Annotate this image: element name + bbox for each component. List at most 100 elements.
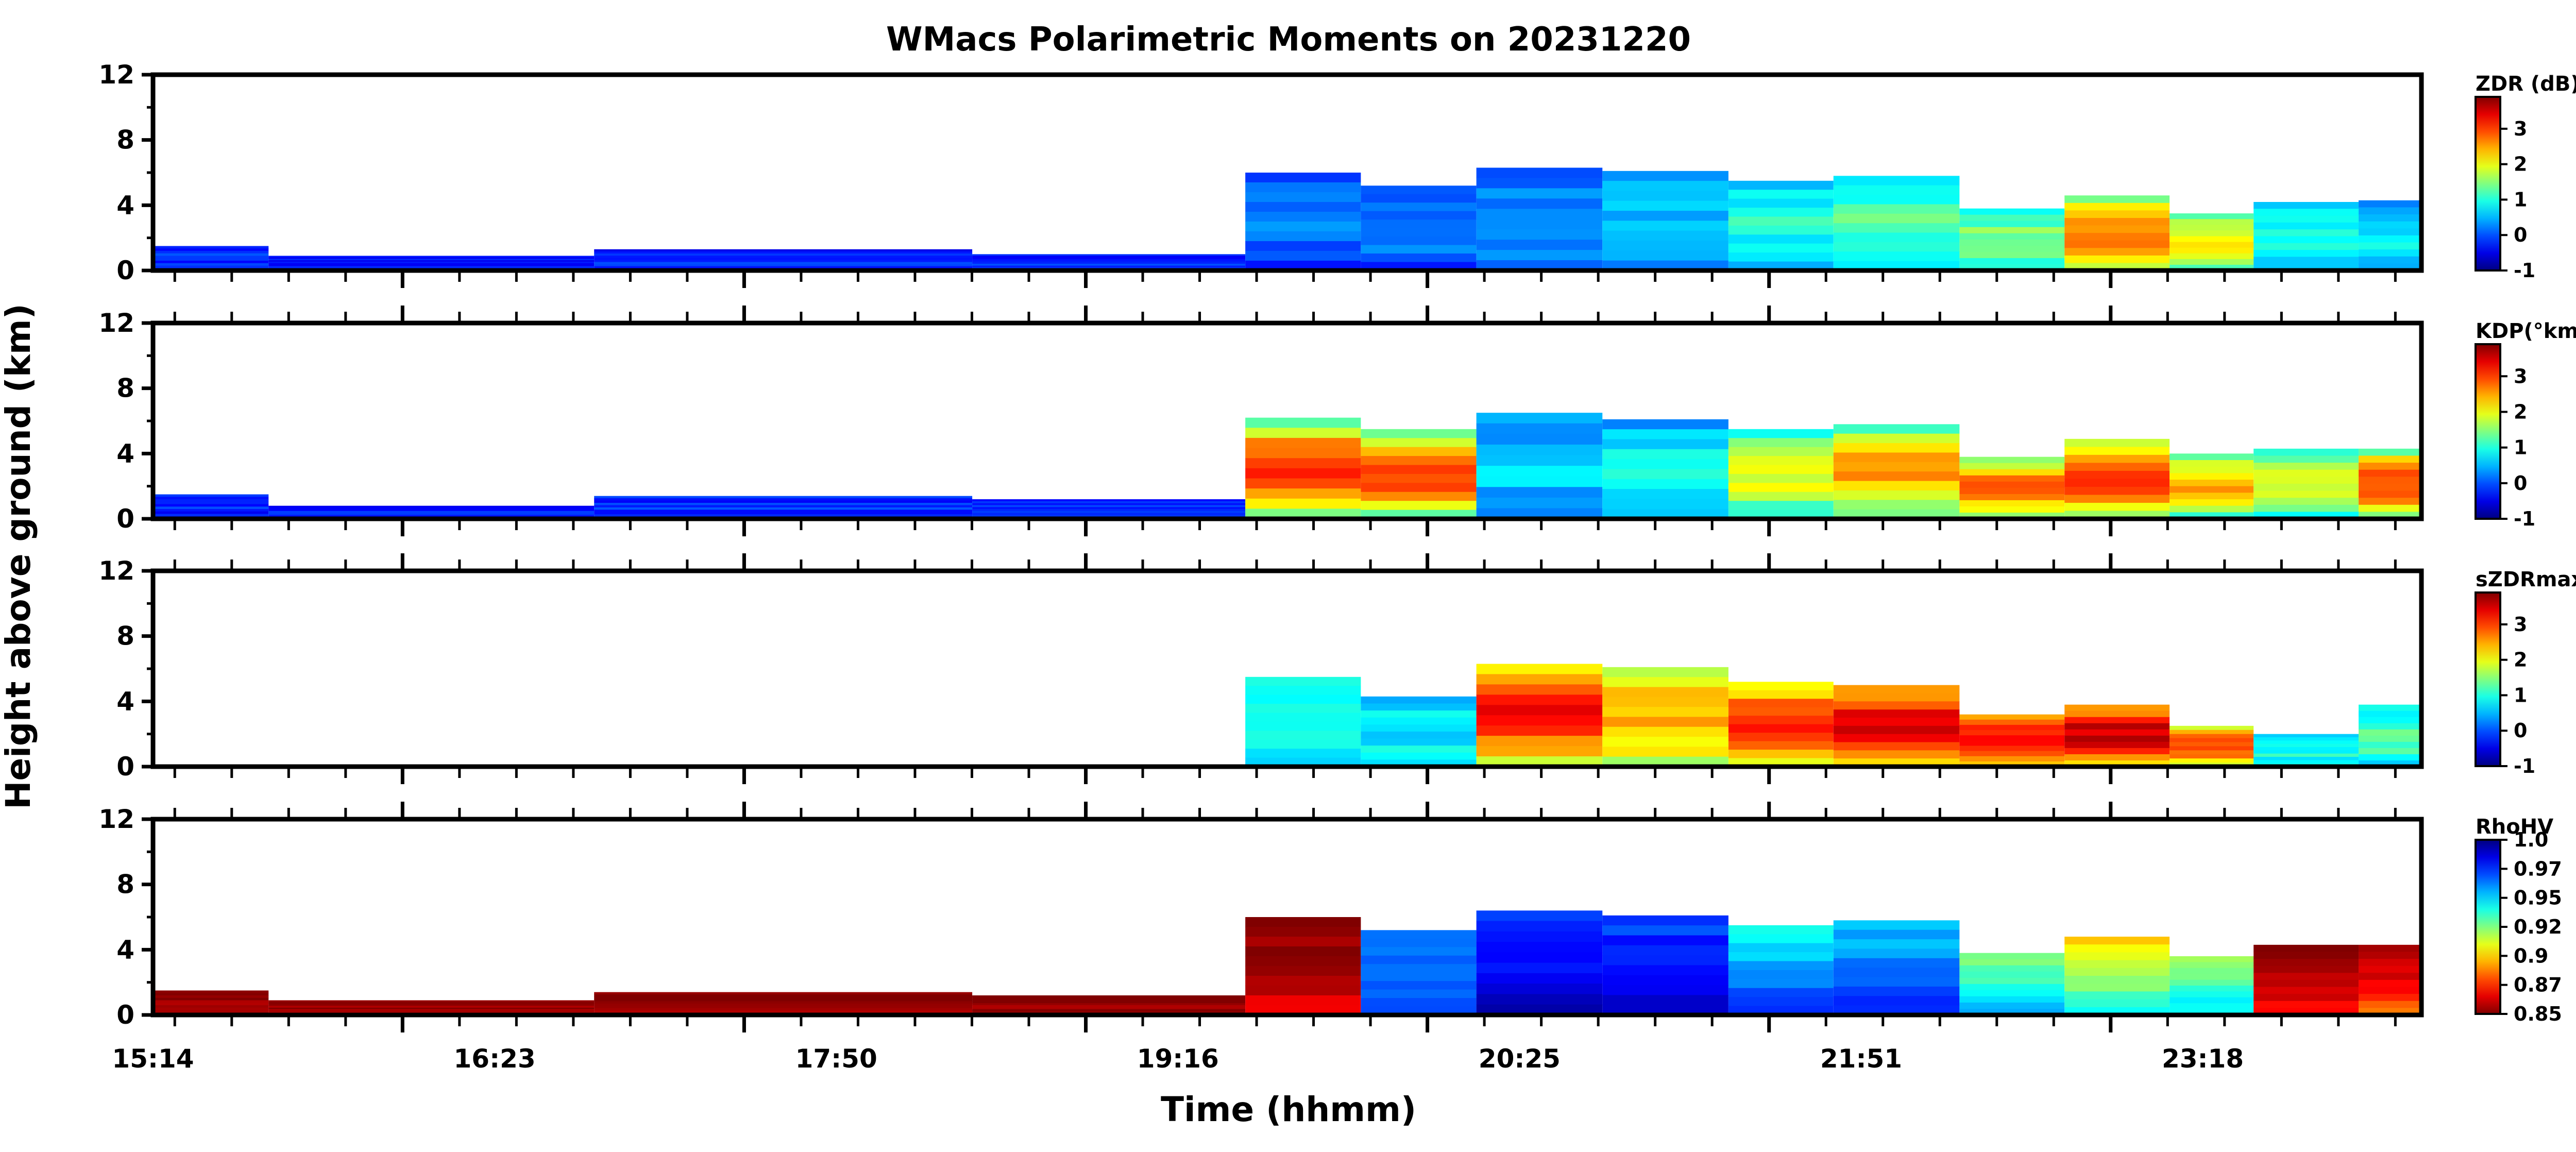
data-block-zdr-7-4 <box>1602 211 1728 222</box>
data-block-rhohv-2-8 <box>594 1010 973 1013</box>
data-block-rhohv-11-6 <box>2064 984 2170 992</box>
data-block-zdr-10-0 <box>1959 208 2065 215</box>
data-block-szdrmax-0-6 <box>1245 731 1361 740</box>
data-block-kdp-1-2 <box>268 508 595 510</box>
data-block-szdrmax-9-4 <box>2253 747 2359 751</box>
data-block-szdrmax-0-5 <box>1245 721 1361 731</box>
data-block-kdp-11-6 <box>2064 486 2170 496</box>
data-block-kdp-3-7 <box>972 513 1246 515</box>
data-block-szdrmax-6-7 <box>1959 751 2065 757</box>
data-block-szdrmax-7-2 <box>2064 717 2170 724</box>
colorbar-tick-label: 0 <box>2514 719 2527 742</box>
data-block-szdrmax-3-7 <box>1602 737 1728 747</box>
y-tick-label: 12 <box>98 60 134 90</box>
data-block-zdr-6-5 <box>1476 219 1603 230</box>
data-block-zdr-13-5 <box>2253 236 2359 244</box>
data-block-zdr-0-3 <box>153 253 269 257</box>
data-block-rhohv-3-7 <box>972 1009 1246 1011</box>
data-block-kdp-9-1 <box>1833 433 1960 444</box>
data-block-szdrmax-0-0 <box>1245 676 1361 686</box>
y-tick-label: 8 <box>116 870 134 900</box>
data-block-szdrmax-4-5 <box>1728 724 1834 733</box>
data-block-kdp-5-3 <box>1361 456 1477 466</box>
data-block-zdr-9-3 <box>1833 204 1960 214</box>
data-block-kdp-3-1 <box>972 501 1246 504</box>
data-block-kdp-4-8 <box>1245 498 1361 509</box>
data-block-zdr-12-7 <box>2170 253 2254 260</box>
data-block-zdr-7-0 <box>1602 171 1728 181</box>
data-block-zdr-10-2 <box>1959 221 2065 228</box>
data-block-kdp-5-0 <box>1361 429 1477 438</box>
data-block-kdp-8-2 <box>1728 447 1834 456</box>
data-block-kdp-4-0 <box>1245 417 1361 428</box>
data-block-szdrmax-4-2 <box>1728 699 1834 708</box>
data-block-rhohv-13-0 <box>2253 944 2359 953</box>
data-block-zdr-7-3 <box>1602 200 1728 211</box>
data-block-szdrmax-10-7 <box>2359 748 2420 755</box>
data-block-kdp-1-5 <box>268 512 595 514</box>
data-block-rhohv-9-7 <box>1833 986 1960 996</box>
data-block-kdp-0-4 <box>153 504 269 507</box>
data-block-rhohv-9-8 <box>1833 996 1960 1006</box>
data-block-zdr-5-7 <box>1361 245 1477 254</box>
data-block-rhohv-12-7 <box>2170 997 2254 1004</box>
data-block-zdr-5-1 <box>1361 194 1477 203</box>
data-block-zdr-10-5 <box>1959 239 2065 246</box>
data-block-szdrmax-3-0 <box>1602 667 1728 677</box>
data-block-zdr-11-5 <box>2064 233 2170 241</box>
data-block-szdrmax-10-6 <box>2359 741 2420 749</box>
y-tick-label: 8 <box>116 125 134 155</box>
data-block-kdp-11-7 <box>2064 495 2170 503</box>
data-block-rhohv-4-7 <box>1245 986 1361 996</box>
colorbar-tick-label: 0.87 <box>2514 974 2562 996</box>
data-block-szdrmax-3-5 <box>1602 717 1728 727</box>
data-block-zdr-11-2 <box>2064 210 2170 218</box>
data-block-kdp-12-4 <box>2170 480 2254 487</box>
x-tick-label: 17:50 <box>795 1044 877 1074</box>
data-block-szdrmax-4-6 <box>1728 733 1834 742</box>
data-block-kdp-6-8 <box>1476 497 1603 509</box>
data-block-zdr-12-4 <box>2170 236 2254 243</box>
data-block-kdp-12-8 <box>2170 505 2254 513</box>
data-block-zdr-4-2 <box>1245 192 1361 202</box>
data-block-kdp-2-0 <box>594 496 973 499</box>
data-block-kdp-11-2 <box>2064 454 2170 463</box>
data-block-kdp-3-6 <box>972 511 1246 514</box>
data-block-rhohv-10-6 <box>1959 990 2065 997</box>
data-block-zdr-13-7 <box>2253 250 2359 257</box>
data-block-szdrmax-4-7 <box>1728 741 1834 750</box>
data-block-zdr-2-1 <box>594 251 973 254</box>
data-block-zdr-4-4 <box>1245 212 1361 222</box>
data-block-kdp-5-5 <box>1361 473 1477 483</box>
data-block-zdr-14-3 <box>2359 221 2420 229</box>
data-block-zdr-3-3 <box>972 259 1246 261</box>
data-block-szdrmax-2-7 <box>1476 736 1603 747</box>
colorbar-tick-label: 0.85 <box>2514 1003 2562 1025</box>
data-block-rhohv-3-5 <box>972 1005 1246 1008</box>
data-block-kdp-12-7 <box>2170 499 2254 506</box>
data-block-zdr-10-6 <box>1959 245 2065 252</box>
data-block-kdp-1-7 <box>268 515 595 517</box>
colorbar-tick-label: 2 <box>2514 649 2527 671</box>
data-block-szdrmax-6-2 <box>1959 724 2065 731</box>
data-block-kdp-0-3 <box>153 501 269 505</box>
data-block-kdp-1-6 <box>268 513 595 515</box>
data-block-kdp-9-2 <box>1833 443 1960 453</box>
data-block-kdp-0-1 <box>153 497 269 500</box>
data-block-szdrmax-5-1 <box>1833 693 1960 702</box>
data-block-zdr-6-6 <box>1476 229 1603 240</box>
data-block-kdp-9-8 <box>1833 500 1960 510</box>
data-block-zdr-0-0 <box>153 246 269 249</box>
data-block-rhohv-4-3 <box>1245 946 1361 957</box>
data-block-szdrmax-4-3 <box>1728 707 1834 716</box>
data-block-szdrmax-8-3 <box>2170 738 2254 743</box>
data-block-kdp-11-0 <box>2064 438 2170 447</box>
data-block-szdrmax-6-0 <box>1959 714 2065 720</box>
x-tick-label: 20:25 <box>1479 1044 1561 1074</box>
data-block-kdp-2-5 <box>594 507 973 510</box>
data-block-rhohv-8-2 <box>1728 943 1834 953</box>
colorbar-tick-label: 0 <box>2514 472 2527 495</box>
data-block-zdr-14-4 <box>2359 228 2420 236</box>
data-block-rhohv-14-7 <box>2359 994 2420 1002</box>
data-block-szdrmax-5-2 <box>1833 701 1960 710</box>
